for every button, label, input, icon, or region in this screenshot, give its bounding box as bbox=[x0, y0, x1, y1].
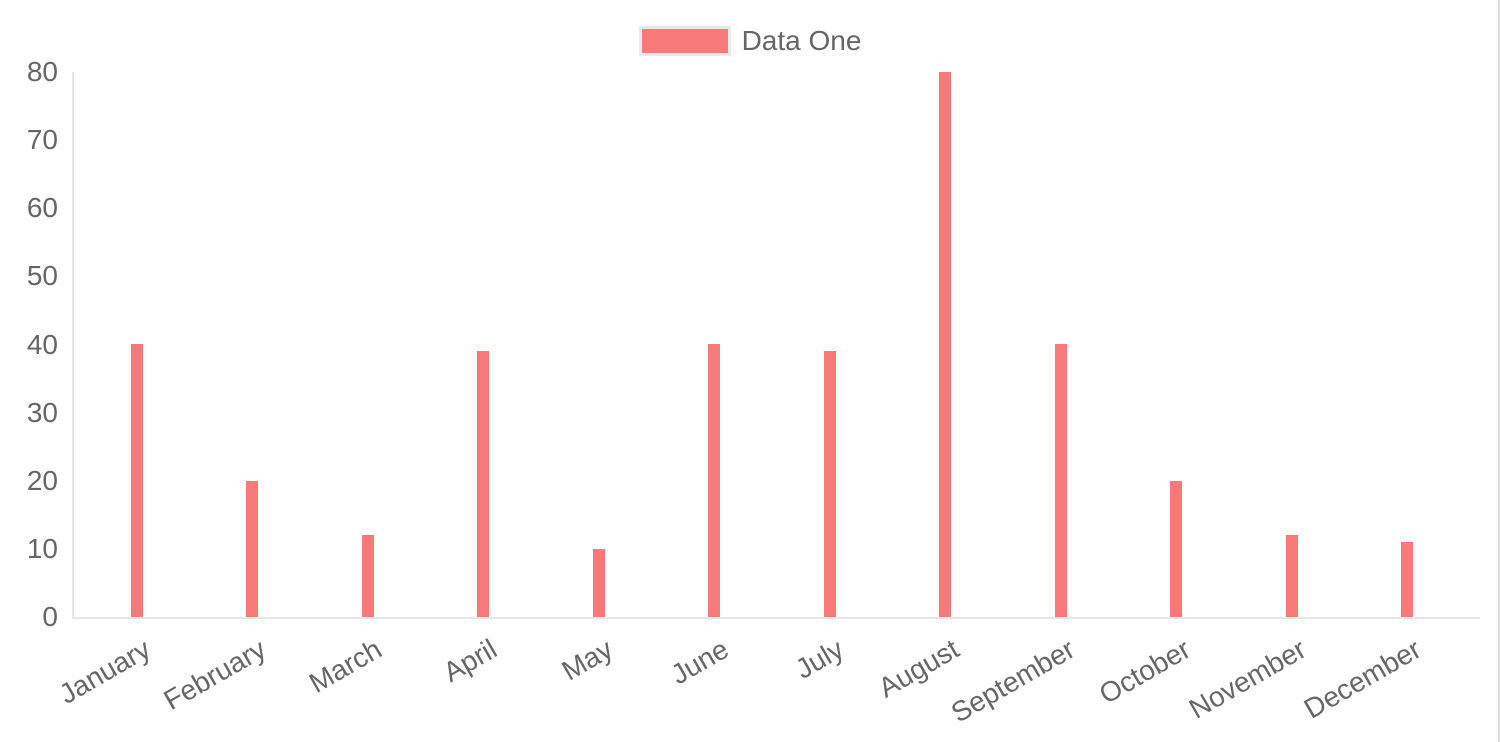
y-tick-label-50: 50 bbox=[26, 260, 58, 292]
x-axis-label-may: May bbox=[556, 633, 618, 687]
y-tick-label-60: 60 bbox=[26, 192, 58, 224]
x-axis-label-april: April bbox=[438, 633, 503, 688]
x-axis-label-october: October bbox=[1093, 633, 1196, 710]
legend-label: Data One bbox=[741, 25, 862, 56]
y-tick-label-10: 10 bbox=[26, 532, 58, 564]
y-tick-label-70: 70 bbox=[26, 124, 58, 156]
legend-item-data-one[interactable]: Data One bbox=[0, 26, 1500, 56]
x-axis-label-january: January bbox=[53, 633, 156, 710]
bar-october[interactable] bbox=[1170, 481, 1183, 617]
x-axis-label-june: June bbox=[665, 633, 734, 691]
bar-september[interactable] bbox=[1054, 344, 1067, 617]
y-axis-line bbox=[72, 72, 74, 619]
bar-march[interactable] bbox=[361, 535, 374, 617]
x-axis-label-march: March bbox=[303, 633, 387, 699]
bar-august[interactable] bbox=[939, 72, 952, 617]
y-tick-label-40: 40 bbox=[26, 328, 58, 360]
x-axis-label-december: December bbox=[1298, 633, 1427, 725]
bar-december[interactable] bbox=[1401, 542, 1414, 617]
bar-november[interactable] bbox=[1285, 535, 1298, 617]
bar-may[interactable] bbox=[592, 549, 605, 617]
x-axis-label-november: November bbox=[1183, 633, 1311, 725]
legend-swatch bbox=[638, 26, 731, 56]
bar-january[interactable] bbox=[130, 344, 143, 617]
bar-february[interactable] bbox=[246, 481, 259, 617]
x-axis-label-july: July bbox=[790, 633, 849, 685]
bar-july[interactable] bbox=[823, 351, 836, 617]
bar-april[interactable] bbox=[477, 351, 490, 617]
y-tick-label-20: 20 bbox=[26, 464, 58, 496]
x-axis-label-february: February bbox=[158, 633, 272, 717]
x-axis-label-august: August bbox=[873, 633, 965, 704]
x-axis-label-september: September bbox=[945, 633, 1080, 729]
y-tick-label-0: 0 bbox=[42, 601, 58, 632]
y-tick-label-80: 80 bbox=[26, 56, 58, 87]
page-edge-line bbox=[1498, 0, 1500, 742]
x-axis-line bbox=[72, 617, 1480, 619]
y-tick-label-30: 30 bbox=[26, 396, 58, 428]
bar-june[interactable] bbox=[708, 344, 721, 617]
